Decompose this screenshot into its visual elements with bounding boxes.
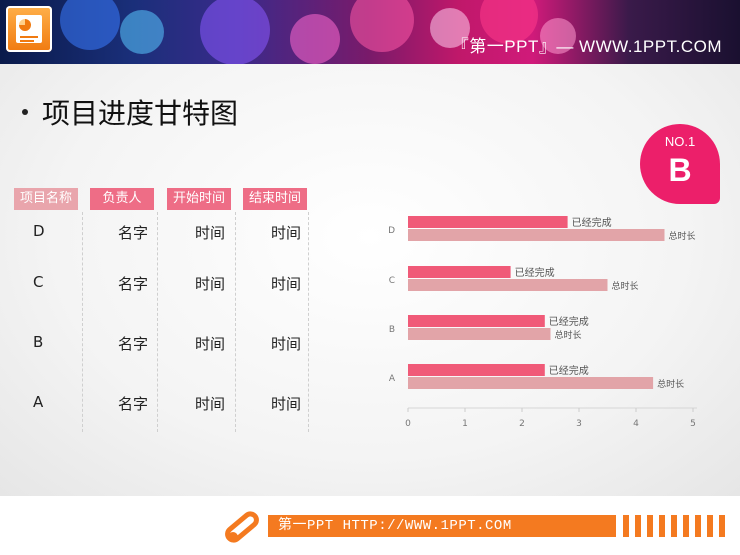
table-cell-start: 时间: [195, 395, 226, 413]
column-header-owner: 负责人: [90, 188, 154, 210]
table-cell-start: 时间: [195, 275, 226, 293]
y-tick-label: D: [388, 226, 395, 236]
footer-stripe: [659, 515, 665, 537]
x-tick-label: 2: [519, 419, 525, 429]
column-header-start: 开始时间: [167, 188, 231, 210]
table-cell-owner: 名字: [118, 395, 149, 413]
footer-stripe: [707, 515, 713, 537]
bokeh-decoration: [60, 0, 120, 50]
bokeh-decoration: [350, 0, 414, 52]
x-tick-label: 0: [405, 419, 411, 429]
bar-total: [408, 279, 608, 291]
footer-stripe: [635, 515, 641, 537]
bar-total: [408, 229, 665, 241]
bokeh-decoration: [290, 14, 340, 64]
table-cell-end: 时间: [271, 275, 302, 293]
data-label-completed: 已经完成: [549, 364, 589, 377]
bokeh-decoration: [540, 18, 576, 54]
table-cell-name: A: [33, 393, 44, 411]
slide-background: [0, 64, 740, 496]
table-cell-owner: 名字: [118, 335, 149, 353]
badge-letter: B: [668, 152, 692, 188]
bar-total: [408, 328, 551, 340]
table-cell-name: C: [33, 273, 44, 291]
y-tick-label: C: [389, 276, 395, 286]
site-title: 『第一PPT』— WWW.1PPT.COM: [451, 37, 722, 56]
bar-completed: [408, 216, 568, 228]
data-label-total: 总时长: [657, 378, 684, 390]
footer-stripe: [647, 515, 653, 537]
data-label-total: 总时长: [612, 280, 639, 292]
column-header-end: 结束时间: [243, 188, 307, 210]
column-header-project-name: 项目名称: [14, 188, 78, 210]
x-tick-label: 5: [690, 419, 696, 429]
table-cell-end: 时间: [271, 395, 302, 413]
bokeh-decoration: [430, 8, 470, 48]
x-tick-label: 3: [576, 419, 582, 429]
data-label-completed: 已经完成: [515, 266, 555, 279]
bokeh-decoration: [120, 10, 164, 54]
header-banner: 『第一PPT』— WWW.1PPT.COM: [0, 0, 740, 64]
table-cell-start: 时间: [195, 335, 226, 353]
powerpoint-icon: [6, 6, 52, 52]
bar-completed: [408, 266, 511, 278]
bokeh-decoration: [200, 0, 270, 64]
footer-stripe: [671, 515, 677, 537]
column-divider: [157, 212, 158, 432]
table-cell-owner: 名字: [118, 275, 149, 293]
table-cell-end: 时间: [271, 224, 302, 242]
table-cell-name: D: [33, 222, 45, 240]
footer-stripe: [623, 515, 629, 537]
page-title: 项目进度甘特图: [20, 92, 238, 132]
table-cell-name: B: [33, 333, 44, 351]
bar-completed: [408, 315, 545, 327]
x-tick-label: 1: [462, 419, 468, 429]
data-label-completed: 已经完成: [572, 216, 612, 229]
column-divider: [235, 212, 236, 432]
bullet-icon: [22, 108, 28, 115]
rank-badge: NO.1 B: [640, 124, 720, 204]
footer-url-bar: 第一PPT HTTP://WWW.1PPT.COM: [268, 515, 616, 537]
bar-completed: [408, 364, 545, 376]
footer-stripe: [683, 515, 689, 537]
page-title-text: 项目进度甘特图: [42, 97, 239, 130]
column-divider: [308, 212, 309, 432]
bar-total: [408, 377, 654, 389]
data-label-completed: 已经完成: [549, 315, 589, 328]
x-tick-label: 4: [633, 419, 639, 429]
data-label-total: 总时长: [555, 329, 582, 341]
y-tick-label: B: [389, 325, 395, 335]
table-cell-end: 时间: [271, 335, 302, 353]
table-cell-owner: 名字: [118, 224, 149, 242]
data-label-total: 总时长: [669, 230, 696, 242]
y-tick-label: A: [389, 374, 396, 384]
footer-stripe: [719, 515, 725, 537]
column-divider: [82, 212, 83, 432]
paperclip-icon: [225, 511, 259, 543]
footer-stripe: [695, 515, 701, 537]
badge-label: NO.1: [664, 134, 696, 149]
table-cell-start: 时间: [195, 224, 226, 242]
